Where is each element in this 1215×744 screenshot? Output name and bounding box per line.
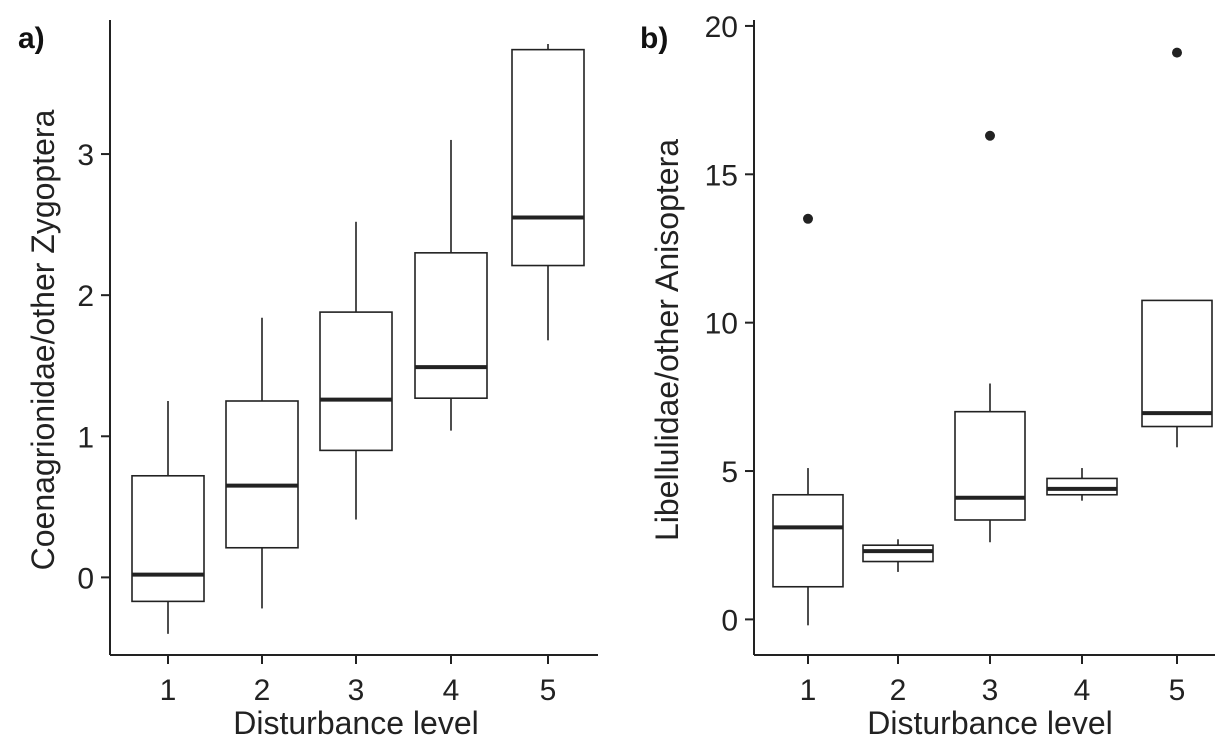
y-tick-label: 2	[77, 280, 94, 313]
box	[862, 544, 934, 563]
panel-label: a)	[18, 22, 45, 55]
box	[319, 311, 393, 452]
y-tick-label: 15	[705, 159, 738, 192]
x-tick-label: 5	[1169, 674, 1186, 707]
box	[414, 252, 488, 399]
x-tick-label: 2	[890, 674, 907, 707]
box-group-1	[131, 401, 205, 634]
box	[1141, 299, 1213, 428]
outlier-point	[985, 130, 995, 141]
x-axis-title: Disturbance level	[233, 705, 478, 741]
panel-label: b)	[640, 22, 668, 55]
outlier-point	[1172, 47, 1182, 58]
box	[131, 474, 205, 603]
box	[1046, 477, 1118, 496]
y-tick-label: 20	[705, 11, 738, 44]
box	[511, 48, 585, 267]
box-group-3	[319, 221, 393, 520]
x-tick-label: 1	[160, 674, 177, 707]
y-tick-label: 1	[77, 421, 94, 454]
box-group-4	[414, 139, 488, 431]
box-group-4	[1046, 468, 1118, 501]
x-tick-label: 5	[540, 674, 557, 707]
y-tick-label: 0	[721, 604, 738, 637]
y-tick-label: 10	[705, 308, 738, 341]
box-group-1	[772, 213, 844, 626]
outlier-point	[803, 213, 813, 224]
box-group-2	[225, 317, 299, 609]
y-axis-title: Coenagrionidae/other Zygoptera	[25, 109, 61, 570]
x-tick-label: 3	[982, 674, 999, 707]
panel-b: b) 0 5 10 15 20 1 2 3 4 5 Disturbance level Libellul…	[640, 11, 1215, 741]
x-axis-title: Disturbance level	[867, 705, 1112, 741]
x-tick-label: 1	[800, 674, 817, 707]
panel-a: a) 0 1 2 3 1 2 3 4 5 Disturbance level Coenagrionid…	[18, 20, 598, 741]
y-tick-label: 3	[77, 139, 94, 172]
x-tick-label: 3	[348, 674, 365, 707]
x-tick-label: 4	[1074, 674, 1091, 707]
box	[772, 493, 844, 588]
box-group-2	[862, 539, 934, 572]
box	[225, 400, 299, 549]
x-tick-label: 4	[443, 674, 460, 707]
box	[954, 410, 1026, 521]
x-tick-label: 2	[254, 674, 271, 707]
box-group-5	[511, 43, 585, 341]
box-group-5	[1141, 47, 1213, 448]
y-tick-label: 5	[721, 456, 738, 489]
box-group-3	[954, 130, 1026, 543]
y-tick-label: 0	[77, 562, 94, 595]
y-axis-title: Libellulidae/other Anisoptera	[649, 139, 685, 541]
